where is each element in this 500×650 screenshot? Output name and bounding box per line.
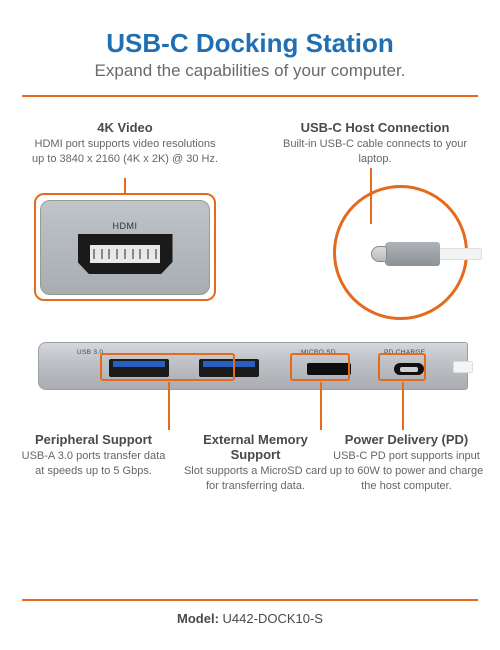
hub-cable <box>453 361 473 373</box>
leader-line <box>124 178 126 194</box>
feature-title: 4K Video <box>30 120 220 135</box>
feature-title: Power Delivery (PD) <box>329 432 484 447</box>
feature-desc: USB-A 3.0 ports transfer data at speeds … <box>16 449 171 479</box>
leader-line <box>168 382 170 430</box>
header-divider <box>22 95 478 97</box>
model-number: U442-DOCK10-S <box>223 611 323 626</box>
callout-box-pd <box>378 353 426 381</box>
feature-power-delivery: Power Delivery (PD) USB-C PD port suppor… <box>329 432 484 494</box>
leader-line <box>320 382 322 430</box>
feature-peripheral: Peripheral Support USB-A 3.0 ports trans… <box>16 432 171 479</box>
leader-line <box>370 168 372 224</box>
header: USB-C Docking Station Expand the capabil… <box>0 0 500 89</box>
callout-box-usb <box>100 353 235 381</box>
feature-title: Peripheral Support <box>16 432 171 447</box>
feature-desc: Built-in USB-C cable connects to your la… <box>280 137 470 167</box>
feature-host-connection: USB-C Host Connection Built-in USB-C cab… <box>280 120 470 167</box>
page-subtitle: Expand the capabilities of your computer… <box>20 61 480 81</box>
usbc-cable <box>438 248 482 260</box>
footer: Model: U442-DOCK10-S <box>22 599 478 626</box>
model-label: Model: <box>177 611 219 626</box>
feature-desc: HDMI port supports video resolutions up … <box>30 137 220 167</box>
feature-desc: USB-C PD port supports input up to 60W t… <box>329 449 484 494</box>
callout-box-microsd <box>290 353 350 381</box>
page-title: USB-C Docking Station <box>20 28 480 59</box>
feature-4k-video: 4K Video HDMI port supports video resolu… <box>30 120 220 167</box>
feature-memory: External Memory Support Slot supports a … <box>178 432 333 494</box>
usbc-plug-icon <box>385 242 440 266</box>
feature-title: External Memory Support <box>178 432 333 462</box>
leader-line <box>402 382 404 430</box>
feature-desc: Slot supports a MicroSD card for transfe… <box>178 464 333 494</box>
callout-box-hdmi <box>34 193 216 301</box>
feature-title: USB-C Host Connection <box>280 120 470 135</box>
